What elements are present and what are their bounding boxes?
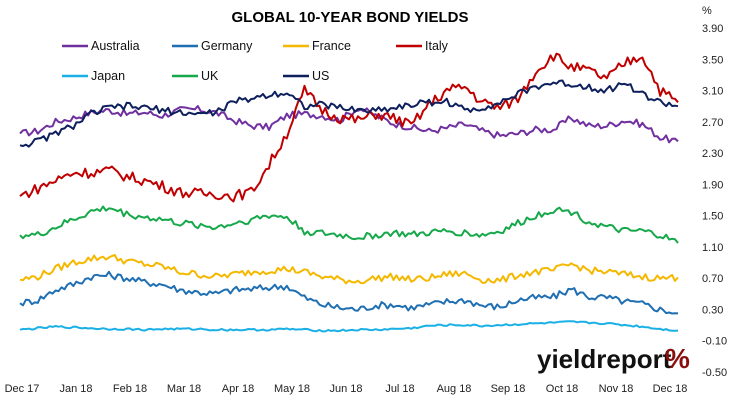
x-tick-label: Jun 18 [329, 383, 362, 395]
y-axis-unit: % [702, 5, 712, 17]
legend: Australia Germany France Italy Japan UK US [62, 39, 449, 83]
x-axis-ticks: Dec 17 Jan 18 Feb 18 Mar 18 Apr 18 May 18 Jun … [5, 383, 688, 395]
y-tick-label: 2.30 [702, 148, 723, 160]
series-line-germany [19, 270, 679, 315]
x-tick-label: Dec 18 [653, 383, 688, 395]
x-tick-label: Nov 18 [599, 383, 634, 395]
series-line-italy [19, 52, 679, 203]
logo-percent-symbol: % [665, 343, 690, 374]
x-tick-label: Jan 18 [59, 383, 92, 395]
legend-label-uk: UK [201, 69, 219, 83]
logo-text: yieldreport [537, 344, 672, 374]
y-tick-label: 1.50 [702, 211, 723, 223]
series-line-france [19, 254, 679, 285]
series-line-us [19, 79, 679, 148]
y-tick-label: 3.50 [702, 54, 723, 66]
x-tick-label: Mar 18 [167, 383, 201, 395]
series-line-australia [19, 105, 679, 144]
y-axis-ticks: 3.90 3.50 3.10 2.70 2.30 1.90 1.50 1.10 0.70 0.30… [702, 23, 727, 379]
x-tick-label: Feb 18 [113, 383, 147, 395]
y-tick-label: 3.10 [702, 86, 723, 98]
legend-label-italy: Italy [425, 39, 449, 53]
x-tick-label: Dec 17 [5, 383, 40, 395]
y-tick-label: 1.90 [702, 179, 723, 191]
legend-label-germany: Germany [201, 39, 253, 53]
x-tick-label: Sep 18 [491, 383, 526, 395]
y-tick-label: -0.50 [702, 367, 727, 379]
y-tick-label: 3.90 [702, 23, 723, 35]
x-tick-label: Oct 18 [546, 383, 578, 395]
series-lines [19, 52, 679, 333]
y-tick-label: -0.10 [702, 336, 727, 348]
x-tick-label: Jul 18 [385, 383, 414, 395]
x-tick-label: Apr 18 [222, 383, 254, 395]
yieldreport-logo: yieldreport % [537, 343, 690, 374]
y-tick-label: 0.70 [702, 273, 723, 285]
series-line-uk [19, 205, 679, 244]
series-line-japan [19, 320, 679, 333]
y-tick-label: 1.10 [702, 242, 723, 254]
chart-title: GLOBAL 10-YEAR BOND YIELDS [232, 9, 469, 26]
y-tick-label: 0.30 [702, 304, 723, 316]
legend-label-france: France [312, 39, 351, 53]
legend-label-us: US [312, 69, 329, 83]
legend-label-japan: Japan [91, 69, 125, 83]
legend-label-australia: Australia [91, 39, 140, 53]
x-tick-label: May 18 [274, 383, 310, 395]
x-tick-label: Aug 18 [437, 383, 472, 395]
y-tick-label: 2.70 [702, 117, 723, 129]
